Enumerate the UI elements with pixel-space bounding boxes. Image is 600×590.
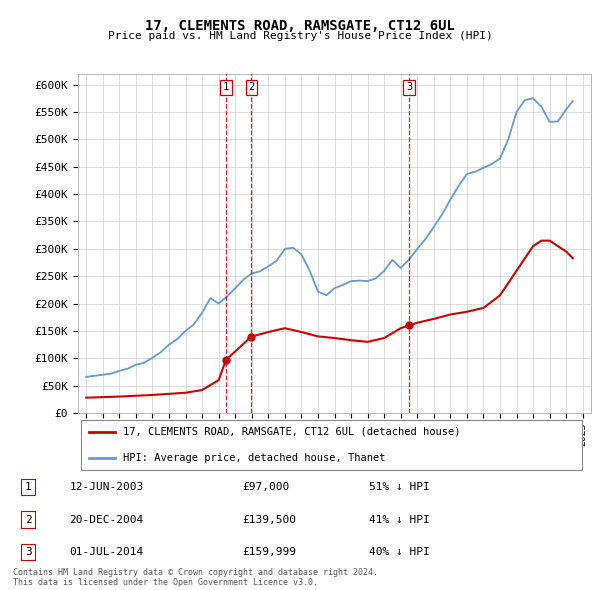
Text: 2: 2 xyxy=(248,82,254,92)
Text: £139,500: £139,500 xyxy=(242,514,296,525)
Text: 20-DEC-2004: 20-DEC-2004 xyxy=(70,514,144,525)
Text: Price paid vs. HM Land Registry's House Price Index (HPI): Price paid vs. HM Land Registry's House … xyxy=(107,31,493,41)
FancyBboxPatch shape xyxy=(80,420,583,470)
Text: 40% ↓ HPI: 40% ↓ HPI xyxy=(369,547,430,557)
Text: 17, CLEMENTS ROAD, RAMSGATE, CT12 6UL (detached house): 17, CLEMENTS ROAD, RAMSGATE, CT12 6UL (d… xyxy=(122,427,460,437)
Text: 12-JUN-2003: 12-JUN-2003 xyxy=(70,482,144,492)
Text: 3: 3 xyxy=(25,547,32,557)
Text: £97,000: £97,000 xyxy=(242,482,290,492)
Text: 3: 3 xyxy=(406,82,412,92)
Text: Contains HM Land Registry data © Crown copyright and database right 2024.
This d: Contains HM Land Registry data © Crown c… xyxy=(13,568,378,587)
Text: HPI: Average price, detached house, Thanet: HPI: Average price, detached house, Than… xyxy=(122,453,385,463)
Text: 01-JUL-2014: 01-JUL-2014 xyxy=(70,547,144,557)
Text: 2: 2 xyxy=(25,514,32,525)
Text: 51% ↓ HPI: 51% ↓ HPI xyxy=(369,482,430,492)
Text: 1: 1 xyxy=(25,482,32,492)
Text: 1: 1 xyxy=(223,82,229,92)
Text: 41% ↓ HPI: 41% ↓ HPI xyxy=(369,514,430,525)
Text: £159,999: £159,999 xyxy=(242,547,296,557)
Text: 17, CLEMENTS ROAD, RAMSGATE, CT12 6UL: 17, CLEMENTS ROAD, RAMSGATE, CT12 6UL xyxy=(145,19,455,33)
